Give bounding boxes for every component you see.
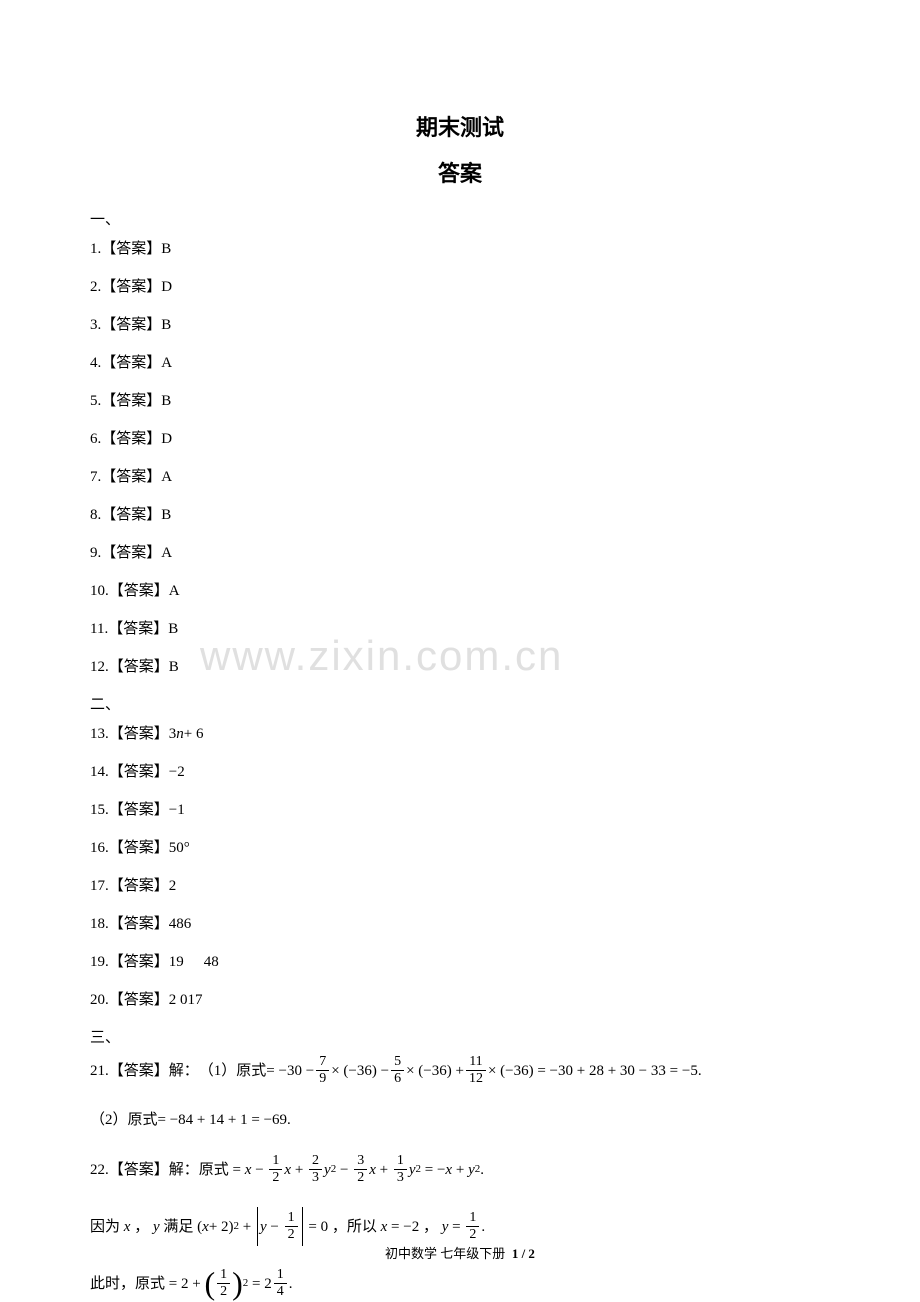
answer-14: 14.【答案】−2: [90, 760, 830, 784]
answer-22-line3: 此时，原式 = 2 + ( 12 )2 = 2 14 .: [90, 1268, 830, 1299]
answer-7: 7.【答案】A: [90, 465, 830, 489]
section-one-marker: 一、: [90, 208, 830, 229]
answer-10: 10.【答案】A: [90, 579, 830, 603]
answer-21-part1: 21.【答案】解：（1）原式 = −30 − 79 × (−36) − 56 ×…: [90, 1055, 830, 1086]
answer-8: 8.【答案】B: [90, 503, 830, 527]
document-content: 期末测试 答案 一、 1.【答案】B 2.【答案】D 3.【答案】B 4.【答案…: [90, 110, 830, 1299]
answer-12: 12.【答案】B: [90, 655, 830, 679]
answer-13: 13.【答案】3n + 6: [90, 722, 830, 746]
answer-4: 4.【答案】A: [90, 351, 830, 375]
page-title: 期末测试: [90, 110, 830, 142]
answer-19: 19.【答案】1948: [90, 950, 830, 974]
answer-3: 3.【答案】B: [90, 313, 830, 337]
answer-1: 1.【答案】B: [90, 237, 830, 261]
answer-22-line1: 22.【答案】解：原式 = x − 12 x + 23 y2 − 32 x + …: [90, 1154, 830, 1185]
answer-22-line2: 因为 x ， y 满足 (x + 2)2 + y − 12 = 0 ，所以 x …: [90, 1207, 830, 1246]
answer-17: 17.【答案】2: [90, 874, 830, 898]
answer-15: 15.【答案】−1: [90, 798, 830, 822]
answer-5: 5.【答案】B: [90, 389, 830, 413]
section-three-marker: 三、: [90, 1026, 830, 1047]
answer-21-part2: （2）原式 = −84 + 14 + 1 = −69.: [90, 1108, 830, 1132]
page-subtitle: 答案: [90, 156, 830, 188]
answer-11: 11.【答案】B: [90, 617, 830, 641]
answer-2: 2.【答案】D: [90, 275, 830, 299]
answer-18: 18.【答案】486: [90, 912, 830, 936]
answer-20: 20.【答案】2 017: [90, 988, 830, 1012]
answer-6: 6.【答案】D: [90, 427, 830, 451]
answer-9: 9.【答案】A: [90, 541, 830, 565]
answer-16: 16.【答案】50°: [90, 836, 830, 860]
section-two-marker: 二、: [90, 693, 830, 714]
